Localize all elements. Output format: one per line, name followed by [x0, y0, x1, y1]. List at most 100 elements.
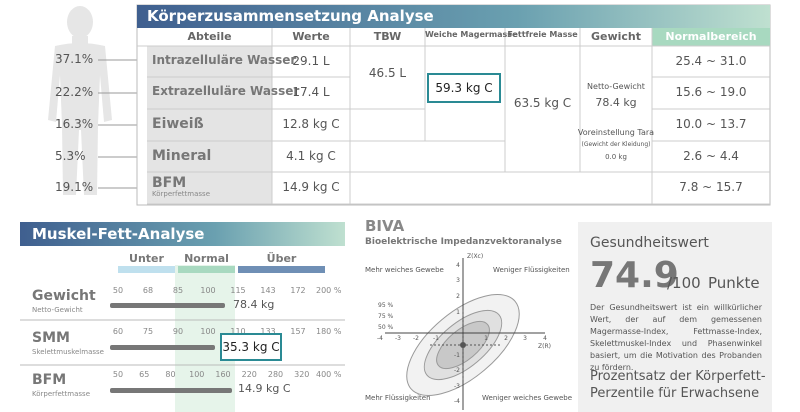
normal-range: 7.8 ~ 15.7	[679, 180, 743, 194]
scale-label: 133	[260, 327, 276, 336]
percentile-title: Prozentsatz der Körperfett-Perzentile fü…	[590, 369, 766, 401]
quadrant-label: Mehr weiches Gewebe	[365, 266, 444, 274]
scale-label: 115	[230, 286, 246, 295]
quadrant-label: Mehr Flüssigkeiten	[365, 394, 431, 402]
scale-label: 68	[142, 286, 154, 295]
table-grid	[137, 28, 770, 205]
muscle-fat-bars	[110, 303, 232, 393]
tick-label: -4	[377, 335, 383, 342]
row-subname: Körperfettmasse	[32, 390, 90, 398]
row-name: BFM	[32, 372, 67, 388]
column-header: Gewicht	[590, 30, 642, 43]
health-score: 74.9	[590, 255, 679, 296]
column-header: Normalbereich	[665, 30, 757, 43]
row-name: Intrazelluläre Wasser	[152, 53, 297, 67]
row-name: SMM	[32, 330, 70, 346]
tick-label: -3	[454, 383, 460, 390]
row-value: 78.4 kg	[233, 298, 275, 311]
net-weight-label: Netto-Gewicht	[587, 82, 645, 91]
row-value: 14.9 kg C	[282, 180, 340, 194]
scale-label: 100	[200, 327, 216, 336]
fat-free-value: 63.5 kg C	[513, 96, 572, 110]
tick-label: 4	[543, 335, 547, 342]
scale-label: 100	[189, 370, 205, 379]
row-name: BFM	[152, 175, 187, 191]
net-weight-value: 78.4 kg	[595, 96, 637, 109]
tare-value: 0.0 kg	[605, 153, 627, 161]
tick-label: -1	[433, 335, 439, 342]
band-label: Unter	[129, 252, 164, 265]
scale-label: 90	[172, 327, 184, 336]
body-percentage: 16.3%	[55, 117, 94, 131]
scale-label: 180 %	[316, 327, 342, 336]
scale-label: 60	[112, 327, 124, 336]
tare-label: Voreinstellung Tara	[577, 128, 655, 137]
tick-label: -2	[413, 335, 419, 342]
scale-label: 200 %	[316, 286, 342, 295]
band-label: Normal	[184, 252, 229, 265]
row-value: 12.8 kg C	[282, 117, 340, 131]
tick-label: 2	[504, 335, 508, 342]
tick-label: 1	[456, 309, 460, 316]
scale-label: 172	[290, 286, 306, 295]
scale-label: 143	[260, 286, 276, 295]
health-max: /100	[667, 274, 701, 292]
quadrant-label: Weniger Flüssigkeiten	[493, 266, 570, 274]
scale-label: 80	[165, 370, 176, 379]
column-header: TBW	[373, 30, 402, 43]
body-percentage: 5.3%	[55, 149, 86, 163]
tick-label: -2	[454, 367, 460, 374]
scale-label: 157	[290, 327, 306, 336]
quadrant-label: Weniger weiches Gewebe	[482, 394, 573, 402]
row-value: 4.1 kg C	[286, 149, 336, 163]
scale-label: 280	[267, 370, 284, 379]
normal-range: 25.4 ~ 31.0	[675, 54, 747, 68]
scale-label: 160	[215, 370, 231, 379]
row-subname: Körperfettmasse	[152, 190, 210, 198]
row-subname: Netto-Gewicht	[32, 306, 83, 314]
table-title: Körperzusammensetzung Analyse	[137, 5, 770, 28]
biva-title: BIVA	[365, 217, 405, 235]
tick-label: 3	[523, 335, 527, 342]
biva-subtitle: Bioelektrische Impedanzvektoranalyse	[365, 237, 562, 247]
column-header: Fettfreie Masse	[507, 30, 578, 39]
scale-label: 65	[139, 370, 150, 379]
row-value: 35.3 kg C	[220, 333, 282, 361]
scale-label: 75	[142, 327, 154, 336]
row-subname: Skelettmuskelmasse	[32, 348, 104, 356]
scale-label: 85	[172, 286, 184, 295]
tick-label: 3	[456, 277, 460, 284]
tick-label: 1	[484, 335, 488, 342]
row-name: Gewicht	[32, 288, 96, 304]
scale-label: 50	[112, 370, 124, 379]
tick-label: 4	[456, 262, 460, 269]
column-header: Weiche Magermasse	[425, 30, 518, 39]
row-value: 17.4 L	[292, 85, 330, 99]
row-value: 29.1 L	[292, 54, 330, 68]
ellipse-label: 95 %	[378, 302, 394, 309]
tbw-value: 46.5 L	[368, 66, 407, 80]
column-header: Werte	[292, 30, 330, 43]
tick-label: -4	[454, 398, 460, 405]
axis-label: Z(Xc)	[467, 253, 484, 260]
row-name: Mineral	[152, 148, 212, 164]
normal-range: 2.6 ~ 4.4	[683, 149, 739, 163]
section-title: Muskel-Fett-Analyse	[20, 222, 345, 246]
health-title: Gesundheitswert	[590, 235, 709, 251]
body-percentage: 19.1%	[55, 180, 94, 194]
tick-label: -1	[454, 352, 460, 359]
biva-plot	[385, 258, 545, 410]
row-name: Eiweiß	[152, 116, 204, 132]
scale-label: 320	[294, 370, 310, 379]
column-header: Abteile	[187, 30, 232, 43]
scale-label: 400 %	[316, 370, 342, 379]
scale-label: 100	[200, 286, 216, 295]
row-value: 14.9 kg C	[238, 382, 291, 395]
tick-label: 2	[456, 293, 460, 300]
axis-label: Z(R)	[538, 343, 551, 350]
band-label: Über	[266, 252, 297, 265]
tare-sublabel: (Gewicht der Kleidung)	[581, 141, 651, 148]
name-column	[147, 46, 272, 204]
row-name: Extrazelluläre Wasser	[152, 84, 300, 98]
